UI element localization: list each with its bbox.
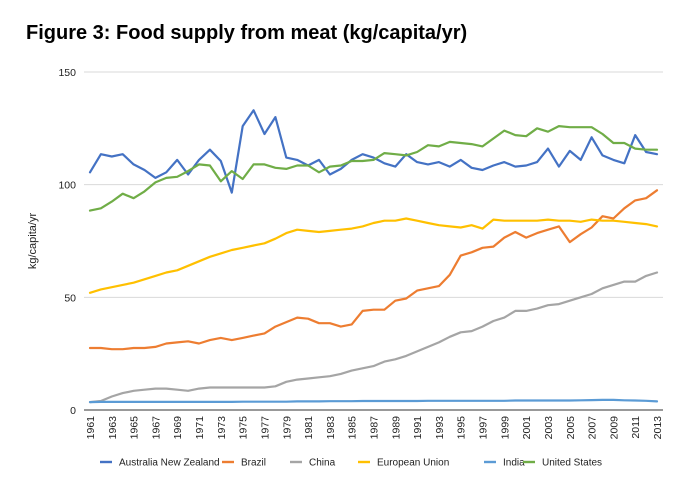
legend-label: Brazil	[241, 458, 266, 469]
x-tick-label: 2001	[521, 416, 533, 440]
x-tick-label: 2007	[587, 416, 599, 440]
x-tick-label: 1991	[412, 416, 424, 440]
x-tick-label: 1965	[129, 416, 141, 440]
x-tick-label: 2011	[630, 416, 642, 439]
x-tick-label: 1961	[85, 416, 97, 440]
x-tick-label: 2005	[565, 416, 577, 440]
x-tick-label: 1975	[238, 416, 250, 440]
axes: 0 50 100 150 kg/capita/yr 1961 1963 1965 1967 196…	[27, 67, 664, 439]
series-lines	[88, 109, 659, 404]
x-tick-label: 1963	[107, 416, 119, 440]
x-tick-label: 1973	[216, 416, 228, 440]
gridlines	[84, 71, 663, 411]
x-tick-label: 1995	[456, 416, 468, 440]
series-line-china	[88, 271, 659, 404]
series-line-australia-new-zealand	[88, 109, 659, 194]
legend-label: Australia New Zealand	[119, 458, 220, 469]
x-tick-label: 1967	[150, 416, 162, 440]
y-tick-label: 100	[58, 180, 76, 192]
y-tick-label: 0	[70, 405, 76, 417]
series-line-united-states	[88, 124, 659, 212]
legend-label: European Union	[377, 458, 449, 469]
x-tick-label: 1985	[347, 416, 359, 440]
x-tick-label: 1999	[499, 416, 511, 440]
y-axis-label: kg/capita/yr	[27, 213, 39, 270]
x-tick-label: 1983	[325, 416, 337, 440]
legend-label: United States	[542, 458, 602, 469]
legend-label: China	[309, 458, 336, 469]
series-line-brazil	[88, 189, 659, 351]
x-tick-label: 2009	[608, 416, 620, 440]
x-tick-label: 2003	[543, 416, 555, 440]
series-line-european-union	[88, 217, 659, 294]
chart-title: Figure 3: Food supply from meat (kg/capi…	[26, 22, 468, 44]
legend-label: India	[503, 458, 525, 469]
x-tick-label: 1997	[478, 416, 490, 440]
x-tick-label: 1981	[303, 416, 315, 440]
x-tick-label: 1987	[369, 416, 381, 440]
x-tick-label: 2013	[652, 416, 664, 440]
y-tick-label: 50	[64, 292, 76, 304]
x-tick-label: 1993	[434, 416, 446, 440]
x-tick-label: 1979	[281, 416, 293, 440]
x-tick-label: 1989	[390, 416, 402, 440]
x-tick-label: 1977	[259, 416, 271, 440]
x-tick-label: 1971	[194, 416, 206, 440]
legend: Australia New Zealand Brazil China European…	[100, 458, 602, 469]
series-line-india	[88, 398, 659, 404]
y-tick-label: 150	[58, 67, 76, 79]
x-tick-label: 1969	[172, 416, 184, 440]
